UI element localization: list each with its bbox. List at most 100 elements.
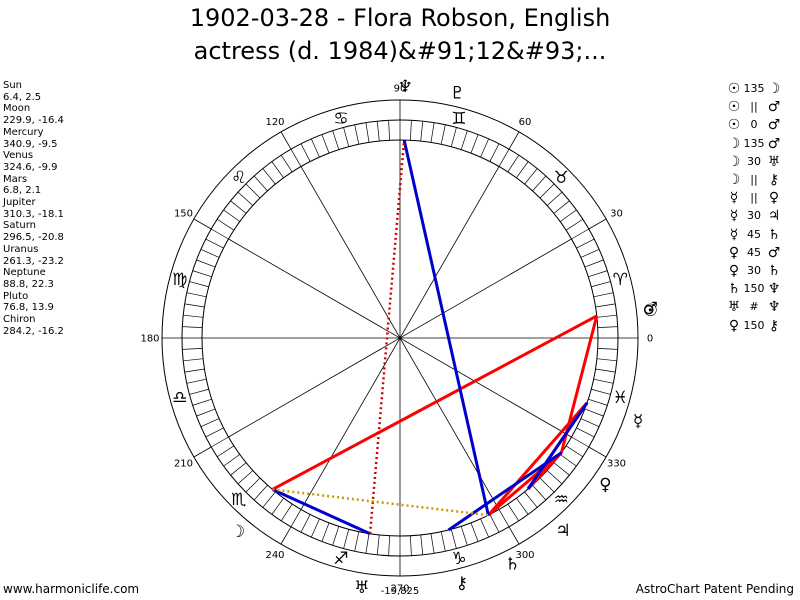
band-tick <box>211 436 229 448</box>
band-tick <box>343 529 350 549</box>
planet-coords-pluto: 76.8, 13.9 <box>3 302 54 314</box>
band-tick <box>480 518 489 538</box>
planet-coords-chiron: 284.2, -16.2 <box>3 325 64 337</box>
band-tick <box>597 348 618 350</box>
band-tick <box>262 168 276 185</box>
band-tick <box>192 270 212 278</box>
aspect-planet-1-icon: ☽ <box>727 135 741 152</box>
aspect-line-venus-chiron <box>447 451 563 532</box>
aspect-line-mercury-saturn <box>487 401 589 517</box>
band-tick <box>489 143 500 162</box>
footer-website[interactable]: www.harmoniclife.com <box>3 582 140 596</box>
band-tick <box>565 218 584 231</box>
band-tick <box>184 368 205 373</box>
pluto-icon: ♇ <box>450 84 465 104</box>
band-tick <box>184 303 205 308</box>
degree-label: 210 <box>174 459 193 470</box>
aspect-planet-1-icon: ☿ <box>729 190 739 207</box>
virgo-icon: ♍ <box>172 270 187 290</box>
libra-icon: ♎ <box>172 388 187 408</box>
footer-patent-note: AstroChart Patent Pending <box>635 582 794 596</box>
aspect-line-saturn-neptune <box>402 139 490 516</box>
cancer-icon: ♋ <box>333 109 348 129</box>
aspect-type: 30 <box>747 154 761 168</box>
sun-icon: ☉ <box>643 301 658 321</box>
band-tick <box>216 218 235 231</box>
aspect-row: ☽ 30 ♅ <box>727 153 781 171</box>
band-tick <box>450 127 457 147</box>
band-tick <box>365 533 370 554</box>
band-tick <box>591 388 611 395</box>
band-tick <box>253 175 268 192</box>
band-tick <box>576 427 595 438</box>
planet-position-list: Sun 6.4, 2.5 Moon 229.9, -16.4 Mercury 340.9,… <box>3 80 64 337</box>
aspect-row: ☽ || ⚷ <box>727 171 781 189</box>
band-tick <box>553 200 570 214</box>
aspect-type: || <box>750 100 758 114</box>
band-tick <box>595 303 616 308</box>
aspect-type: 150 <box>743 282 765 296</box>
spoke-outer-line <box>508 526 520 545</box>
band-tick <box>597 326 618 328</box>
band-tick <box>186 378 207 384</box>
spoke-outer-line <box>588 446 607 458</box>
band-tick <box>332 526 340 546</box>
band-tick <box>420 121 424 142</box>
band-tick <box>223 209 241 222</box>
band-tick <box>591 281 611 288</box>
degree-label: 150 <box>174 209 193 220</box>
aspect-planet-2-icon: ♂ <box>767 135 781 152</box>
aspect-planet-1-icon: ☽ <box>727 153 741 170</box>
gemini-icon: ♊ <box>451 109 466 129</box>
aspect-planet-1-icon: ♄ <box>727 281 741 298</box>
band-tick <box>546 191 563 206</box>
aspect-type: 135 <box>743 136 765 150</box>
band-tick <box>516 497 529 515</box>
sagittarius-icon: ♐ <box>333 549 348 569</box>
degree-label: 0 <box>647 334 653 345</box>
band-tick <box>546 470 563 485</box>
band-tick <box>237 470 254 485</box>
jupiter-icon: ♃ <box>555 521 570 541</box>
degree-label: 300 <box>515 550 534 561</box>
leo-icon: ♌ <box>231 168 246 188</box>
aspect-planet-2-icon: ☽ <box>767 81 781 98</box>
aspect-type: || <box>750 191 758 205</box>
band-tick <box>430 533 435 554</box>
band-tick <box>524 491 538 508</box>
band-tick <box>332 130 340 150</box>
venus-icon: ♀ <box>599 475 611 495</box>
aspect-type: 0 <box>750 118 758 132</box>
scorpio-icon: ♏ <box>231 490 246 510</box>
aspect-row: ♀ 150 ⚷ <box>727 316 781 334</box>
mars-icon: ♂ <box>643 299 658 319</box>
aspect-type: 45 <box>747 227 761 241</box>
spoke-outer-line <box>193 218 212 230</box>
band-tick <box>200 249 220 258</box>
band-tick <box>507 503 520 522</box>
aspect-line-uranus-neptune <box>368 139 406 534</box>
band-tick <box>237 191 254 206</box>
band-tick <box>410 535 412 556</box>
band-tick <box>420 534 424 555</box>
band-tick <box>588 398 608 406</box>
aspect-planet-2-icon: ♅ <box>767 153 781 170</box>
band-tick <box>230 462 247 476</box>
band-tick <box>354 531 360 552</box>
planet-coords-mercury: 340.9, -9.5 <box>3 138 58 150</box>
band-tick <box>280 503 293 522</box>
band-tick <box>376 121 380 142</box>
band-tick <box>271 161 284 179</box>
band-tick <box>440 124 446 145</box>
aspect-line-mercury-jupiter <box>526 401 589 490</box>
planet-coords-saturn: 296.5, -20.8 <box>3 232 64 244</box>
planet-coords-uranus: 261.3, -23.2 <box>3 255 64 267</box>
band-tick <box>280 154 293 173</box>
band-tick <box>489 514 500 533</box>
aspect-type: # <box>749 300 759 314</box>
band-tick <box>507 154 520 173</box>
band-tick <box>211 228 229 240</box>
band-tick <box>365 122 370 143</box>
aspect-line-moon-uranus <box>271 488 371 536</box>
